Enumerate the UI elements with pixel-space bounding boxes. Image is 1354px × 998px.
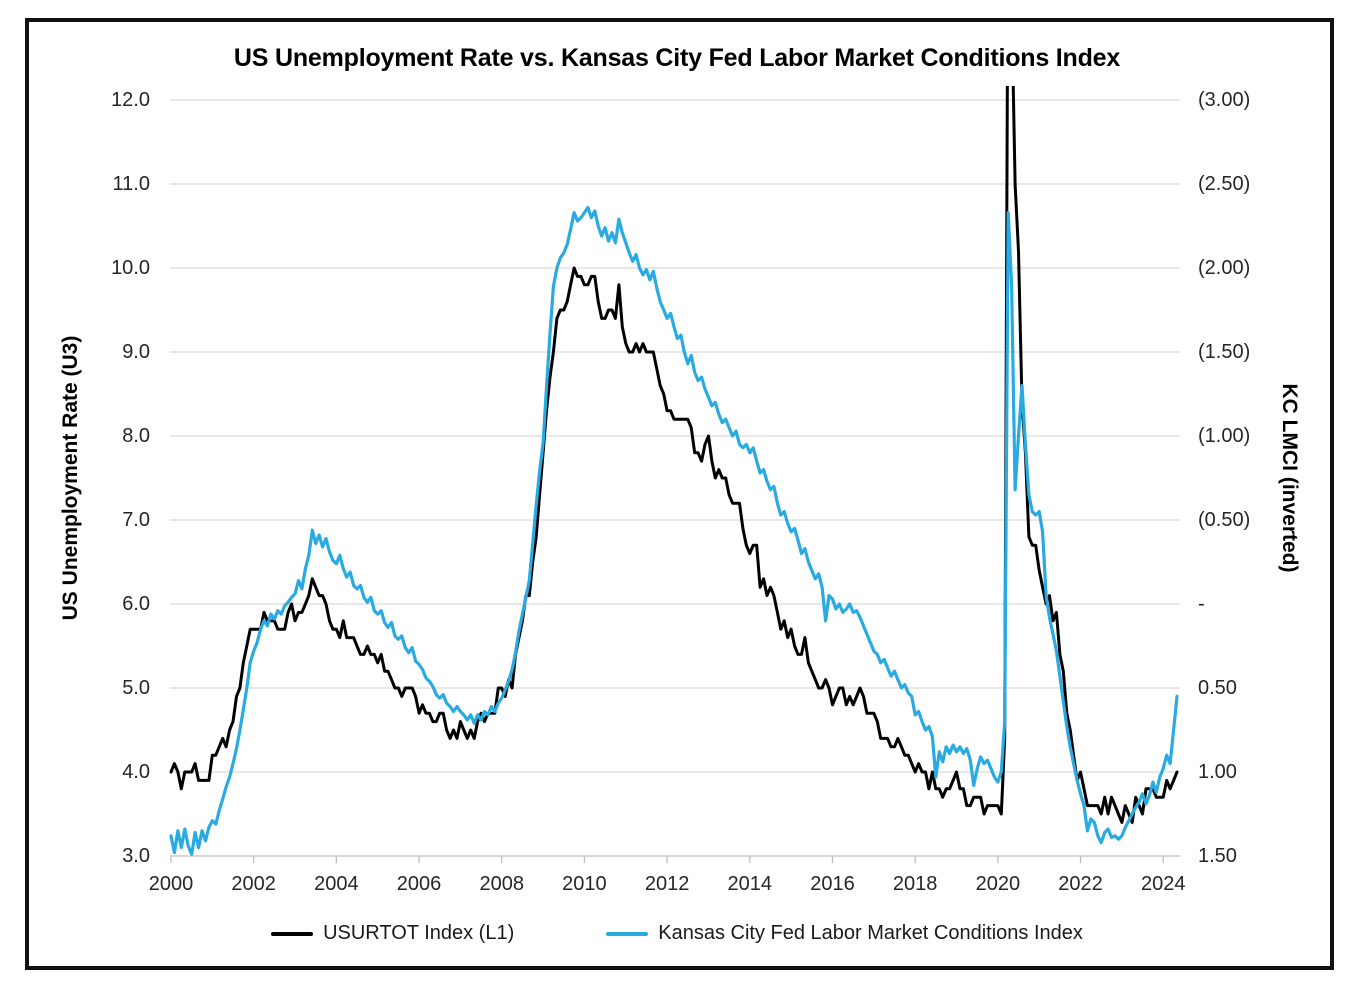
left-tick-8.0: 8.0 (122, 425, 150, 447)
left-tick-11.0: 11.0 (112, 173, 150, 195)
x-tick-2010: 2010 (562, 873, 607, 895)
x-axis-line-and-ticks (170, 855, 1180, 863)
right-tick-1.00: 1.00 (1198, 761, 1237, 783)
x-tick-2024: 2024 (1140, 873, 1186, 895)
legend: USURTOT Index (L1) Kansas City Fed Labor… (40, 922, 1314, 945)
right-tick-1.50: 1.50 (1198, 845, 1237, 867)
left-axis-title: US Unemployment Rate (U3) (59, 335, 82, 621)
legend-item-lmci: Kansas City Fed Labor Market Conditions … (606, 922, 1083, 945)
left-tick-5.0: 5.0 (122, 677, 150, 699)
legend-label-lmci: Kansas City Fed Labor Market Conditions … (658, 922, 1083, 944)
left-tick-10.0: 10.0 (111, 257, 150, 279)
right-axis-title: KC LMCI (inverted) (1278, 383, 1301, 573)
x-tick-2002: 2002 (231, 873, 276, 895)
left-tick-4.0: 4.0 (122, 761, 150, 783)
right-tick-0.50: 0.50 (1198, 677, 1237, 699)
gridlines (170, 99, 1180, 773)
x-tick-2012: 2012 (644, 873, 690, 895)
usurtot-line (169, 86, 1179, 824)
right-tick-(0.50): (0.50) (1198, 509, 1251, 531)
legend-item-usurtot: USURTOT Index (L1) (271, 922, 514, 945)
legend-label-usurtot: USURTOT Index (L1) (323, 922, 515, 944)
right-tick--: - (1198, 593, 1205, 615)
right-tick-(2.50): (2.50) (1198, 173, 1251, 195)
right-tick-(1.00): (1.00) (1198, 425, 1251, 447)
x-tick-2014: 2014 (727, 873, 773, 895)
x-tick-2008: 2008 (479, 873, 524, 895)
x-tick-2018: 2018 (892, 873, 938, 895)
left-tick-6.0: 6.0 (122, 593, 150, 615)
x-tick-2000: 2000 (148, 873, 194, 895)
x-tick-2006: 2006 (396, 873, 442, 895)
left-tick-3.0: 3.0 (122, 845, 150, 867)
chart-title: US Unemployment Rate vs. Kansas City Fed… (233, 44, 1121, 72)
usurtot-line-swatch (271, 931, 314, 936)
left-tick-12.0: 12.0 (111, 89, 150, 111)
left-tick-7.0: 7.0 (122, 509, 150, 531)
x-tick-2016: 2016 (810, 873, 855, 895)
right-tick-(1.50): (1.50) (1198, 341, 1251, 363)
kc-lmci-line (169, 205, 1179, 856)
right-tick-(2.00): (2.00) (1198, 257, 1251, 279)
kc-lmci-line-swatch (606, 931, 649, 936)
x-tick-2022: 2022 (1058, 873, 1103, 895)
left-tick-9.0: 9.0 (122, 341, 150, 363)
right-tick-(3.00): (3.00) (1198, 89, 1251, 111)
x-tick-2004: 2004 (314, 873, 359, 895)
x-tick-2020: 2020 (975, 873, 1021, 895)
